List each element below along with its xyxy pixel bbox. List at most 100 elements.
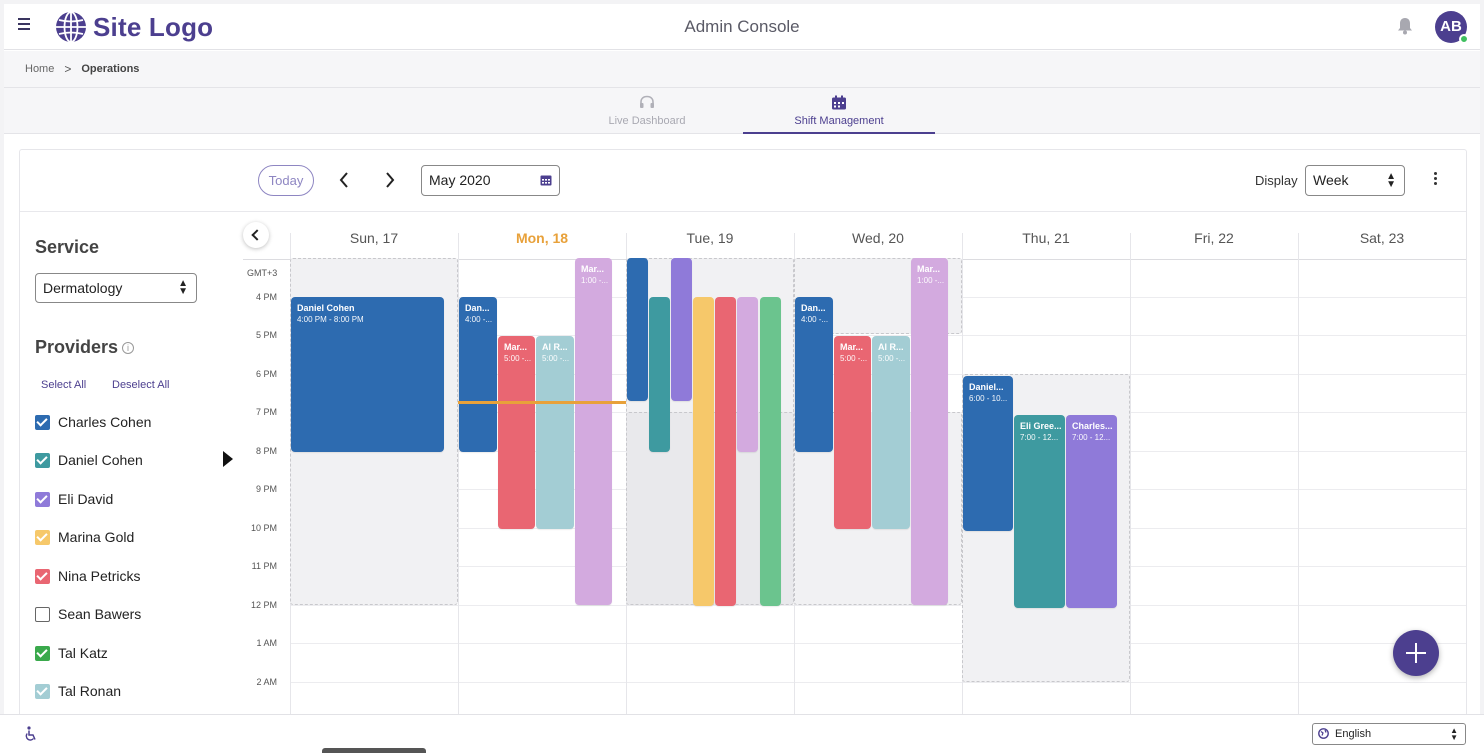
select-all-link[interactable]: Select All [41,379,87,391]
shift-event[interactable] [760,297,781,606]
provider-item[interactable]: Daniel Cohen [35,451,143,469]
week-calendar: Sun, 17 Mon, 18 Tue, 19 Wed, 20 Thu, 21 … [243,213,1466,748]
calendar-icon [832,95,846,110]
shift-name: Eli Gree... [1020,421,1062,431]
hour-label: 10 PM [250,523,277,533]
shift-event[interactable]: Daniel... 6:00 - 10... [963,376,1013,531]
avatar[interactable]: AB [1435,11,1469,44]
hour-label: 11 PM [251,561,277,571]
filter-sidebar: Service Dermatology ▲ ▼ Providers i Select… [20,213,243,748]
shift-event[interactable]: Mar... 1:00 -... [575,258,612,605]
provider-item[interactable]: Charles Cohen [35,413,151,431]
bell-icon[interactable] [1397,17,1413,35]
breadcrumb-separator: > [64,62,72,76]
checkbox[interactable] [35,529,50,545]
shift-event[interactable] [649,297,670,452]
day-header: Wed, 20 [852,230,904,246]
shift-event[interactable] [737,297,758,452]
shift-event[interactable]: Charles... 7:00 - 12... [1066,415,1117,608]
expand-arrow-icon[interactable] [223,451,233,467]
hour-label: 2 AM [256,677,277,687]
shift-time: 7:00 - 12... [1072,433,1111,442]
display-select[interactable]: Week ▲ ▼ [1305,165,1405,196]
provider-item[interactable]: Tal Katz [35,644,108,662]
chevron-left-icon[interactable] [338,171,350,189]
shift-time: 4:00 -... [801,315,829,324]
hour-label: 9 PM [255,484,277,494]
accessibility-icon[interactable] [24,726,38,742]
language-select[interactable]: English ▲ ▼ [1312,723,1466,745]
horizontal-scrollbar[interactable] [322,748,426,753]
language-value: English [1335,728,1372,740]
shift-name: Mar... [581,264,605,274]
shift-event[interactable] [693,297,714,606]
breadcrumb-home[interactable]: Home [25,63,55,75]
shift-name: Al R... [878,342,904,352]
month-picker[interactable]: May 2020 [421,165,560,196]
shift-time: 4:00 PM - 8:00 PM [297,315,364,324]
shift-time: 5:00 -... [840,354,868,363]
day-header: Tue, 19 [686,230,734,246]
shift-event[interactable]: Dan... 4:00 -... [459,297,497,452]
checkbox[interactable] [35,683,50,699]
checkbox[interactable] [35,606,50,622]
day-header: Fri, 22 [1194,230,1234,246]
hour-label: 7 PM [255,407,277,417]
footer: English ▲ ▼ [0,714,1484,753]
provider-item[interactable]: Marina Gold [35,528,134,546]
provider-item[interactable]: Sean Bawers [35,605,141,623]
provider-item[interactable]: Tal Ronan [35,682,121,700]
service-select[interactable]: Dermatology ▲ ▼ [35,273,197,303]
providers-heading-text: Providers [35,337,119,357]
shift-event[interactable]: Mar... 5:00 -... [498,336,535,529]
provider-name: Eli David [58,491,114,507]
breadcrumb-current: Operations [81,63,140,75]
shift-time: 4:00 -... [465,315,493,324]
provider-name: Nina Petricks [58,568,141,584]
providers-heading: Providers i [35,337,135,358]
calendar-icon[interactable] [540,174,552,186]
shift-event[interactable]: Eli Gree... 7:00 - 12... [1014,415,1065,608]
shift-event[interactable]: Daniel Cohen 4:00 PM - 8:00 PM [291,297,444,452]
shift-event[interactable] [715,297,736,606]
menu-icon[interactable] [18,18,32,32]
service-select-value: Dermatology [43,280,123,296]
shift-event[interactable] [671,258,692,401]
shift-event[interactable]: Dan... 4:00 -... [795,297,833,452]
deselect-all-link[interactable]: Deselect All [112,379,170,391]
shift-event[interactable]: Al R... 5:00 -... [872,336,910,529]
provider-item[interactable]: Eli David [35,490,113,508]
shift-name: Mar... [504,342,528,352]
add-shift-button[interactable] [1393,630,1439,676]
checkbox[interactable] [35,568,50,584]
info-icon[interactable]: i [122,342,135,354]
today-button[interactable]: Today [258,165,314,196]
logo-text: Site Logo [93,11,214,42]
hour-label: 6 PM [255,369,277,379]
checkbox[interactable] [35,452,50,468]
sort-arrows-icon: ▲ ▼ [1386,171,1396,190]
shift-time: 5:00 -... [504,354,532,363]
shift-name: Daniel Cohen [297,303,355,313]
hour-label: 12 PM [250,600,277,610]
chevron-right-icon[interactable] [384,171,396,189]
shift-event[interactable]: Mar... 1:00 -... [911,258,948,605]
provider-item[interactable]: Nina Petricks [35,567,140,585]
top-header: Site Logo Admin Console AB [4,4,1480,50]
tab-live-dashboard[interactable]: Live Dashboard [551,88,743,134]
shift-event[interactable]: Al R... 5:00 -... [536,336,574,529]
current-time-indicator [458,401,626,404]
tab-shift-management[interactable]: Shift Management [743,88,935,134]
shift-time: 5:00 -... [878,354,906,363]
shift-event[interactable] [627,258,648,401]
checkbox[interactable] [35,491,50,507]
more-options-icon[interactable] [1431,172,1439,190]
collapse-sidebar-button[interactable] [243,222,269,248]
site-logo[interactable]: Site Logo [54,10,213,44]
shift-event[interactable]: Mar... 5:00 -... [834,336,871,529]
calendar-grid[interactable]: Daniel Cohen 4:00 PM - 8:00 PM Dan... 4:… [290,258,1466,748]
display-select-value: Week [1313,172,1349,188]
month-picker-value: May 2020 [429,172,491,188]
checkbox[interactable] [35,414,50,430]
checkbox[interactable] [35,645,50,661]
